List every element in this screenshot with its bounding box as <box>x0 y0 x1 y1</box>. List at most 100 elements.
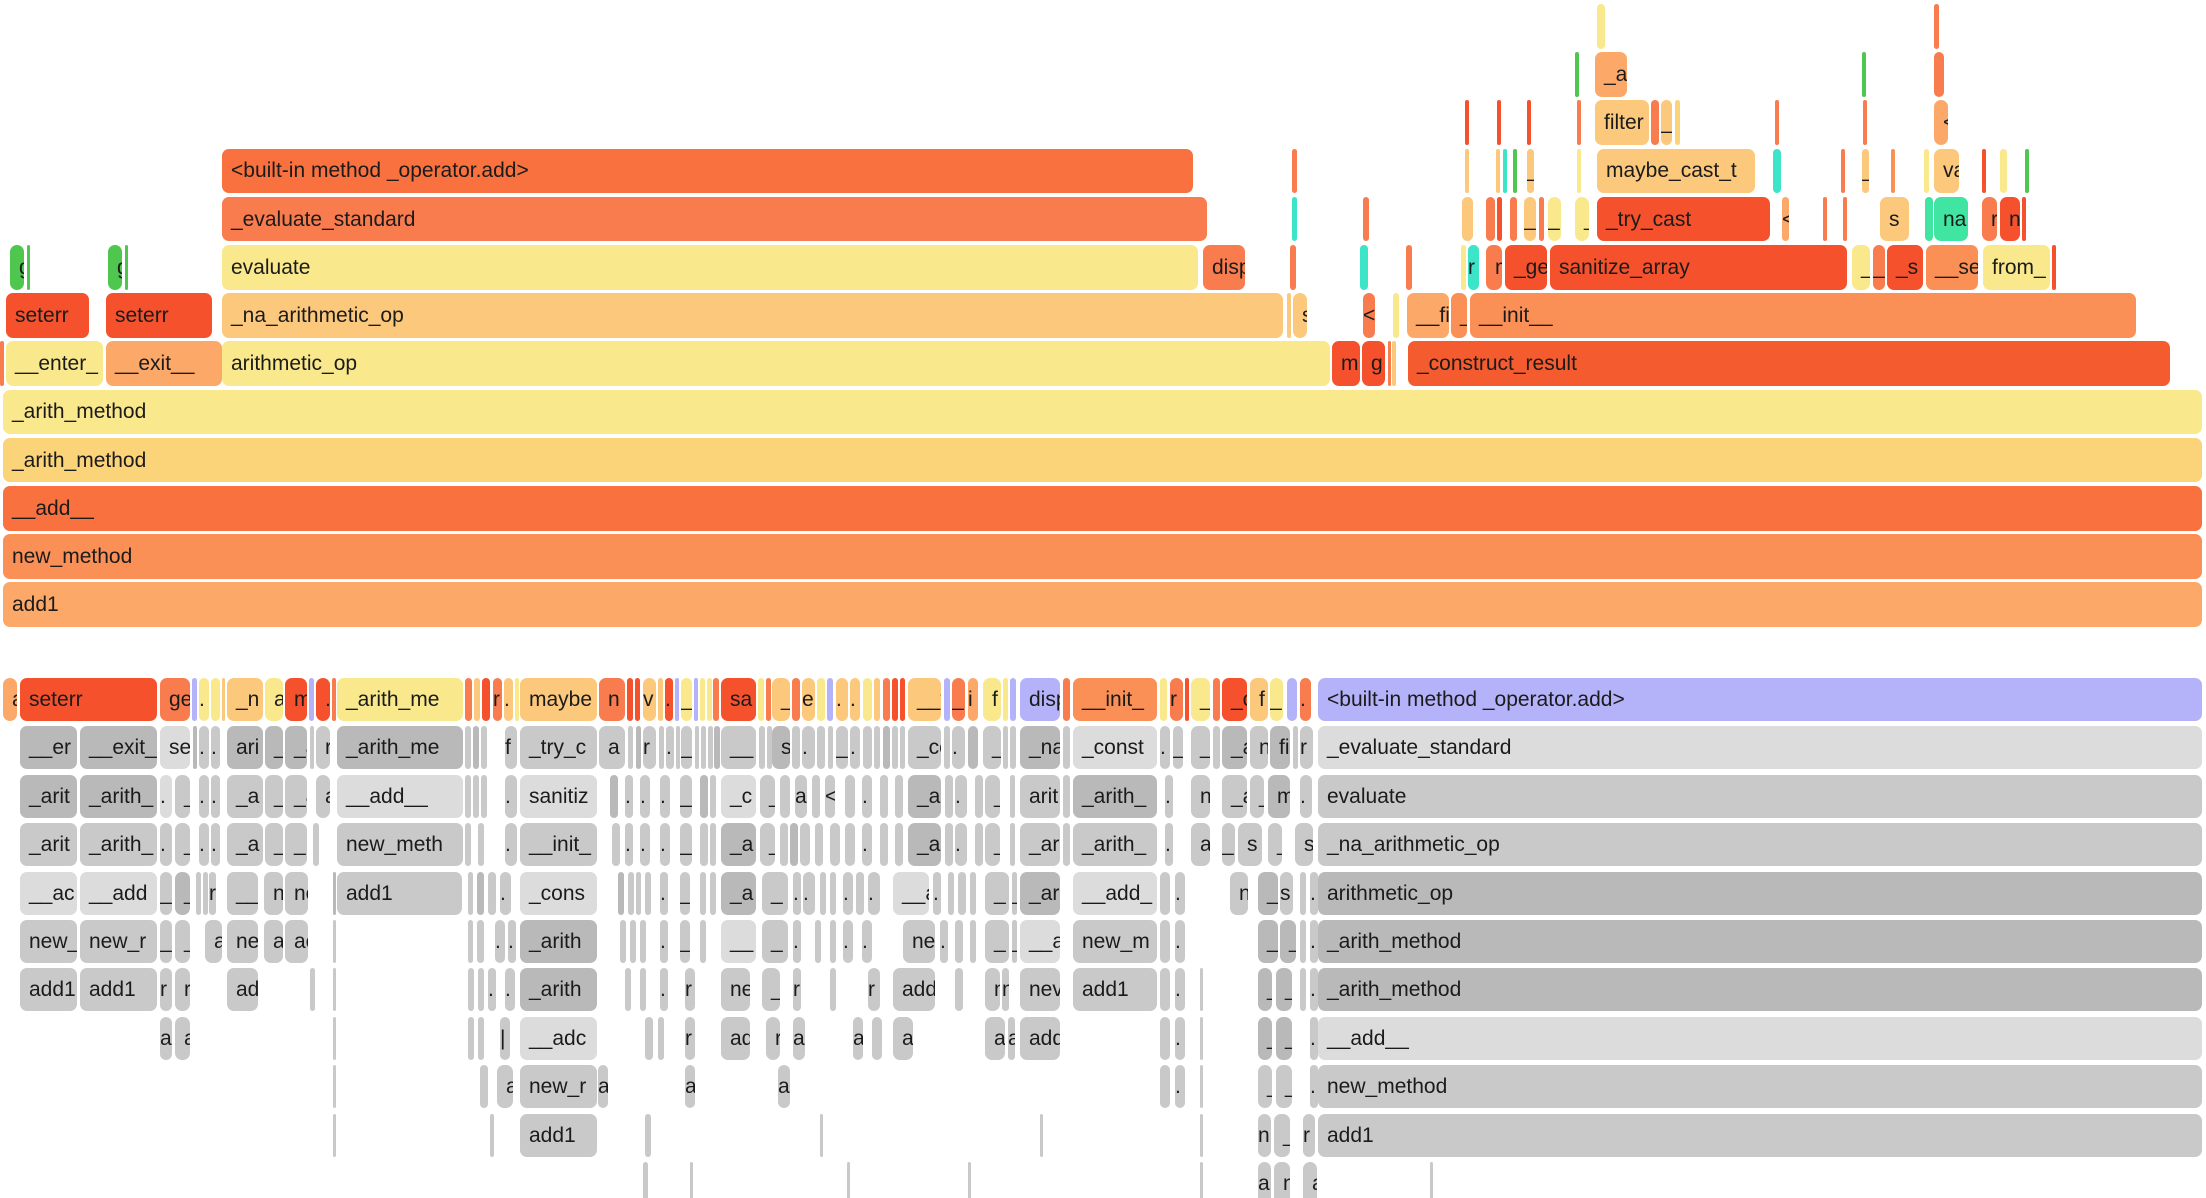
flame-frame[interactable] <box>1200 1113 1203 1157</box>
flame-frame[interactable]: _a <box>285 774 307 818</box>
flame-frame[interactable]: e <box>802 678 815 721</box>
flame-frame[interactable]: ne <box>227 920 258 963</box>
flame-frame[interactable] <box>640 968 646 1012</box>
flame-frame[interactable]: _ <box>1012 871 1017 915</box>
flame-frame[interactable]: . <box>211 726 220 770</box>
flame-frame[interactable]: __ <box>721 920 756 963</box>
flame-frame[interactable]: _ <box>1661 100 1672 145</box>
flame-frame[interactable]: . <box>862 774 872 818</box>
flame-frame[interactable]: g <box>108 245 122 290</box>
flame-frame[interactable] <box>645 1113 651 1157</box>
flame-frame[interactable]: _ <box>985 774 1000 818</box>
flame-frame[interactable]: __a <box>1020 920 1060 963</box>
flame-frame[interactable]: a <box>893 1016 913 1060</box>
flame-frame[interactable] <box>620 920 626 963</box>
flame-frame[interactable]: n <box>985 968 1000 1012</box>
flame-frame[interactable] <box>694 678 698 721</box>
flame-frame[interactable] <box>630 920 636 963</box>
flame-frame[interactable] <box>714 726 720 770</box>
flame-frame[interactable]: . <box>504 678 513 721</box>
flame-frame[interactable] <box>1486 196 1495 242</box>
flame-frame[interactable] <box>636 726 641 770</box>
flame-frame[interactable]: < <box>1782 196 1789 242</box>
flame-frame[interactable]: _arith_ <box>80 823 157 867</box>
flame-frame[interactable]: _n <box>227 678 263 721</box>
flame-frame[interactable] <box>468 1016 474 1060</box>
flame-frame[interactable]: . <box>1175 920 1185 963</box>
flame-frame[interactable]: sa <box>721 678 756 721</box>
flame-frame[interactable]: _ <box>680 920 690 963</box>
flame-frame[interactable]: _arith_me <box>337 726 463 770</box>
flame-frame[interactable]: a <box>1258 1162 1271 1198</box>
flame-frame[interactable]: __enter_ <box>6 341 103 386</box>
flame-frame[interactable]: n <box>1191 774 1210 818</box>
flame-frame[interactable] <box>790 823 798 867</box>
flame-frame[interactable]: . <box>1175 968 1185 1012</box>
flame-frame[interactable]: . <box>625 823 633 867</box>
flame-frame[interactable]: __a <box>893 871 929 915</box>
flame-frame[interactable]: _ge <box>1505 245 1547 290</box>
flame-frame[interactable]: . <box>955 823 967 867</box>
flame-frame[interactable]: evaluate <box>222 245 1198 290</box>
flame-frame[interactable]: _ <box>1268 823 1282 867</box>
flame-frame[interactable] <box>1393 293 1399 338</box>
flame-frame[interactable] <box>465 726 471 770</box>
flame-frame[interactable]: add1 <box>80 968 157 1012</box>
flame-frame[interactable] <box>975 823 983 867</box>
flame-frame[interactable]: __add__ <box>1318 1016 2202 1060</box>
flame-frame[interactable] <box>892 726 898 770</box>
flame-frame[interactable]: nc <box>1230 871 1248 915</box>
flame-frame[interactable] <box>2022 196 2026 242</box>
flame-frame[interactable]: a <box>795 774 807 818</box>
flame-frame[interactable] <box>468 871 473 915</box>
flame-frame[interactable]: nc <box>285 871 308 915</box>
flame-frame[interactable]: _arith_method <box>3 437 2202 483</box>
flame-frame[interactable]: _ <box>285 823 307 867</box>
flame-frame[interactable] <box>1160 871 1170 915</box>
flame-frame[interactable] <box>193 726 197 770</box>
flame-frame[interactable]: r <box>175 968 190 1012</box>
flame-frame[interactable]: _ <box>1524 196 1536 242</box>
flame-frame[interactable] <box>1290 245 1296 290</box>
flame-frame[interactable]: maybe_cast_t <box>1597 148 1755 194</box>
flame-frame[interactable] <box>812 774 820 818</box>
flame-frame[interactable] <box>645 871 651 915</box>
flame-frame[interactable]: from_ <box>1983 245 2050 290</box>
flame-frame[interactable]: . <box>660 871 668 915</box>
flame-frame[interactable] <box>333 1113 336 1157</box>
flame-frame[interactable] <box>800 823 810 867</box>
flame-frame[interactable] <box>1924 148 1929 194</box>
flame-frame[interactable]: a <box>685 1065 695 1109</box>
flame-frame[interactable] <box>856 871 864 915</box>
flame-frame[interactable] <box>27 245 30 290</box>
flame-frame[interactable]: . <box>1310 968 1318 1012</box>
flame-frame[interactable] <box>792 678 800 721</box>
flame-frame[interactable]: . <box>1300 678 1311 721</box>
flame-frame[interactable]: _arit <box>20 823 77 867</box>
flame-frame[interactable]: _arit <box>20 774 77 818</box>
flame-frame[interactable] <box>700 774 708 818</box>
flame-frame[interactable]: __fi <box>1407 293 1449 338</box>
flame-frame[interactable]: . <box>660 968 668 1012</box>
flame-frame[interactable]: _a <box>721 823 756 867</box>
flame-frame[interactable] <box>895 774 903 818</box>
flame-frame[interactable] <box>767 726 772 770</box>
flame-frame[interactable]: a <box>853 1016 863 1060</box>
flame-frame[interactable]: _a <box>227 823 263 867</box>
flame-frame[interactable]: _a <box>721 871 756 915</box>
flame-frame[interactable] <box>968 726 978 770</box>
flame-frame[interactable]: _ <box>1280 920 1296 963</box>
flame-frame[interactable] <box>1003 678 1008 721</box>
flame-frame[interactable] <box>863 726 872 770</box>
flame-frame[interactable] <box>2052 245 2056 290</box>
flame-frame[interactable] <box>880 823 888 867</box>
flame-frame[interactable] <box>900 678 905 721</box>
flame-frame[interactable] <box>1862 52 1866 97</box>
flame-frame[interactable]: _ar <box>1020 871 1060 915</box>
flame-frame[interactable]: _ <box>160 871 172 915</box>
flame-frame[interactable]: . <box>933 871 941 915</box>
flame-frame[interactable]: _ <box>265 823 283 867</box>
flame-frame[interactable] <box>766 678 771 721</box>
flame-frame[interactable]: a <box>3 678 17 721</box>
flame-frame[interactable] <box>828 726 833 770</box>
